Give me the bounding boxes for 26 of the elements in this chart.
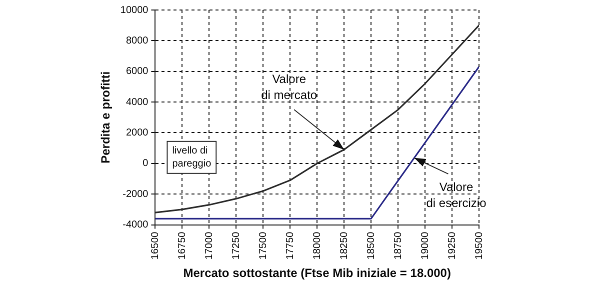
y-tick-label: -4000 [122, 220, 149, 231]
x-axis-title: Mercato sottostante (Ftse Mib iniziale = 18.000) [183, 266, 451, 280]
annotation: livello di pareggio [172, 146, 212, 170]
x-tick-label: 19500 [474, 231, 485, 260]
x-tick-label: 17250 [230, 231, 242, 260]
x-tick-label: 17750 [284, 231, 296, 260]
x-tick-label: 17500 [258, 231, 269, 260]
x-tick-label: 18500 [366, 231, 377, 260]
annotation: Valore di mercato [261, 72, 318, 102]
y-axis-title: Perdita e profitti [98, 71, 113, 164]
x-tick-label: 16500 [150, 231, 161, 260]
x-tick-label: 19000 [420, 231, 431, 260]
x-tick-label: 18000 [312, 231, 323, 260]
x-tick-label: 18750 [392, 231, 404, 260]
y-tick-label: 8000 [126, 35, 149, 46]
y-tick-label: 10000 [120, 4, 149, 16]
y-tick-label: 0 [142, 158, 149, 170]
y-tick-label: 2000 [126, 127, 149, 138]
y-tick-label: -2000 [122, 188, 149, 200]
y-tick-label: 4000 [126, 96, 149, 108]
x-tick-label: 18250 [338, 231, 350, 260]
annotation: Valore di esercizio [426, 180, 487, 210]
y-tick-label: 6000 [126, 66, 149, 78]
x-tick-label: 17000 [204, 231, 215, 260]
x-tick-label: 19250 [446, 231, 458, 260]
x-tick-label: 16750 [176, 231, 188, 260]
